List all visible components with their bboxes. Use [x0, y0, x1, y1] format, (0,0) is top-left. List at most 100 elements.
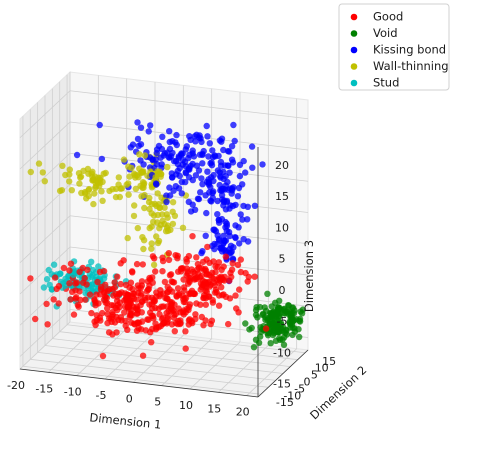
data-point-good	[67, 296, 74, 303]
data-point-wall-thinning	[68, 187, 76, 194]
data-point-kissing-bond	[234, 193, 242, 200]
data-point-void	[268, 310, 275, 317]
data-point-good	[121, 309, 128, 316]
y-tick-label: -5	[294, 382, 305, 395]
data-point-good	[109, 309, 116, 316]
data-point-void	[273, 316, 280, 324]
data-point-void	[269, 331, 277, 339]
data-point-void	[253, 304, 260, 311]
data-point-good	[148, 305, 156, 312]
data-point-wall-thinning	[155, 201, 162, 208]
data-point-wall-thinning	[126, 173, 133, 180]
data-point-kissing-bond	[210, 226, 217, 233]
x-tick-label: 20	[236, 406, 250, 419]
data-point-kissing-bond	[204, 168, 211, 175]
data-point-good	[72, 287, 79, 294]
axis-ticks: -20 -15 -10 -5 0 5 10 15 20-15-10-5051015-15-10-…	[7, 159, 336, 419]
data-point-void	[282, 329, 289, 337]
data-point-good	[187, 289, 194, 296]
data-point-kissing-bond	[195, 195, 203, 203]
data-point-kissing-bond	[166, 192, 174, 199]
data-point-wall-thinning	[161, 220, 168, 228]
data-point-kissing-bond	[235, 224, 242, 231]
data-point-kissing-bond	[227, 249, 234, 256]
data-point-kissing-bond	[251, 202, 259, 209]
data-point-kissing-bond	[211, 152, 218, 159]
data-point-kissing-bond	[140, 161, 147, 168]
data-point-kissing-bond	[218, 185, 225, 193]
data-point-good	[130, 295, 138, 302]
data-point-good	[146, 274, 153, 282]
data-point-good	[156, 311, 163, 318]
data-point-kissing-bond	[222, 206, 230, 213]
data-point-good	[237, 256, 244, 263]
data-point-kissing-bond	[226, 148, 233, 155]
data-point-good	[150, 296, 157, 303]
data-point-kissing-bond	[198, 249, 205, 257]
data-point-wall-thinning	[169, 208, 176, 215]
data-point-kissing-bond	[187, 208, 195, 215]
data-point-kissing-bond	[176, 172, 183, 180]
data-point-wall-thinning	[161, 204, 168, 211]
data-point-wall-thinning	[112, 185, 120, 193]
data-point-wall-thinning	[156, 225, 163, 232]
data-point-kissing-bond	[220, 198, 228, 205]
data-point-good	[215, 302, 223, 309]
data-point-wall-thinning	[148, 245, 155, 252]
data-point-good	[50, 296, 57, 303]
data-point-void	[276, 336, 284, 344]
grid-line-z	[19, 90, 71, 139]
data-point-good	[188, 266, 195, 273]
data-point-good	[111, 319, 119, 326]
data-point-stud	[70, 271, 77, 278]
data-point-kissing-bond	[230, 121, 237, 129]
data-point-kissing-bond	[249, 164, 256, 171]
data-point-kissing-bond	[222, 173, 229, 180]
data-point-kissing-bond	[137, 141, 145, 148]
z-tick-label: -10	[273, 346, 291, 359]
data-point-wall-thinning	[157, 173, 164, 180]
legend-label: Good	[373, 10, 403, 24]
data-point-wall-thinning	[88, 170, 95, 177]
data-point-good	[99, 352, 107, 360]
data-point-wall-thinning	[141, 152, 149, 159]
data-point-good	[152, 326, 160, 333]
data-point-wall-thinning	[148, 200, 155, 208]
data-point-kissing-bond	[178, 178, 185, 186]
data-point-good	[192, 315, 199, 323]
x-tick-label: 15	[207, 402, 221, 415]
data-point-good	[51, 274, 59, 281]
data-point-good	[32, 315, 39, 323]
data-point-good	[122, 317, 129, 325]
z-tick-label: -5	[277, 315, 288, 328]
data-point-wall-thinning	[136, 151, 143, 158]
data-point-wall-thinning	[59, 162, 66, 169]
grid-line-z	[19, 246, 71, 295]
data-point-good	[66, 280, 73, 287]
data-point-good	[102, 281, 109, 288]
data-point-void	[296, 333, 303, 341]
data-point-wall-thinning	[169, 199, 177, 206]
data-point-good	[195, 264, 203, 271]
data-point-kissing-bond	[98, 155, 106, 163]
data-point-good	[128, 312, 135, 319]
data-point-good	[79, 279, 87, 286]
data-point-kissing-bond	[214, 211, 221, 218]
data-point-good	[152, 268, 159, 275]
data-point-wall-thinning	[99, 197, 106, 204]
data-point-good	[159, 268, 166, 275]
data-point-good	[135, 325, 142, 332]
x-tick-label: -5	[96, 389, 107, 402]
data-point-wall-thinning	[164, 163, 171, 171]
data-point-good	[207, 281, 214, 288]
data-point-kissing-bond	[159, 133, 166, 140]
data-point-kissing-bond	[166, 184, 173, 191]
grid-line-y	[52, 338, 291, 367]
data-point-good	[175, 305, 182, 312]
y-axis-line	[257, 349, 309, 398]
data-point-void	[248, 324, 255, 332]
grid-line-z	[69, 90, 309, 120]
data-point-wall-thinning	[130, 212, 138, 220]
data-point-good	[117, 314, 125, 321]
